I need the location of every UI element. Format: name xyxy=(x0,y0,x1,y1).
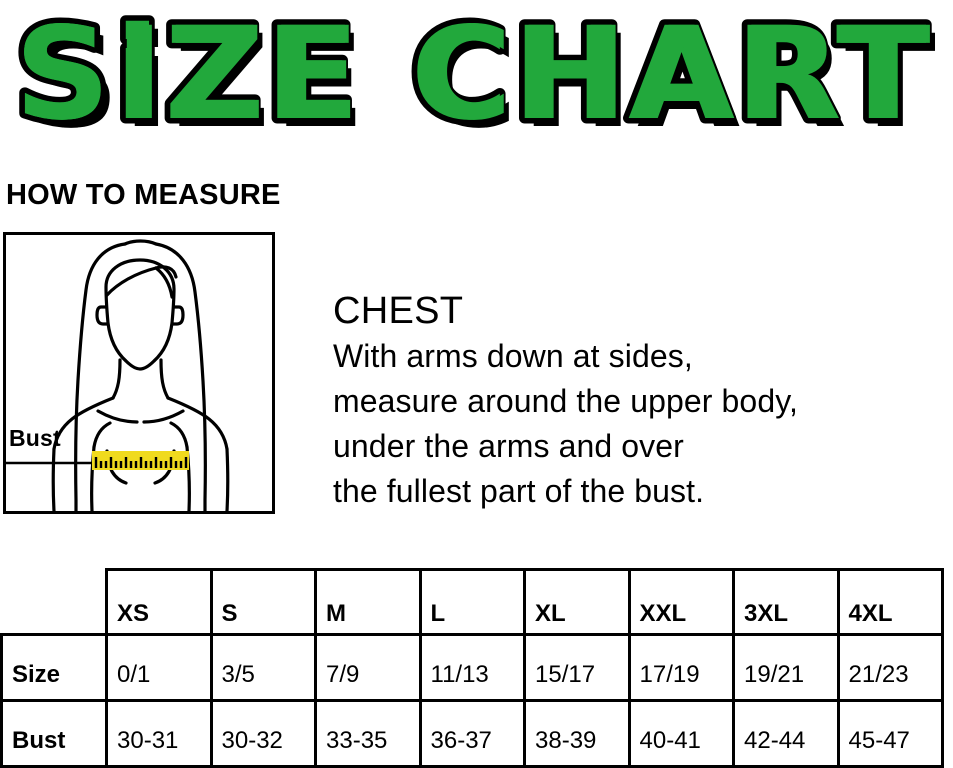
size-table-container: XS S M L XL XXL 3XL 4XL Size 0/1 3/5 7/9… xyxy=(0,568,953,768)
cell-bust-4xl: 45-47 xyxy=(836,699,944,768)
title-shadow: SiZE CHART xyxy=(24,7,940,150)
row-label-bust: Bust xyxy=(0,699,108,768)
cell-size-xs: 0/1 xyxy=(105,633,213,702)
cell-bust-m: 33-35 xyxy=(314,699,422,768)
cell-size-xxl: 17/19 xyxy=(627,633,735,702)
how-to-measure-heading: HOW TO MEASURE xyxy=(6,179,281,211)
measuring-tape-icon xyxy=(92,451,189,470)
bust-callout-label: Bust xyxy=(9,425,61,451)
column-header-xl: XL xyxy=(523,568,631,636)
column-header-m: M xyxy=(314,568,422,636)
cell-bust-l: 36-37 xyxy=(418,699,526,768)
cell-size-m: 7/9 xyxy=(314,633,422,702)
cell-bust-xl: 38-39 xyxy=(523,699,631,768)
cell-size-3xl: 19/21 xyxy=(732,633,840,702)
table-header-row: XS S M L XL XXL 3XL 4XL xyxy=(2,568,944,636)
cell-size-l: 11/13 xyxy=(418,633,526,702)
column-header-3xl: 3XL xyxy=(732,568,840,636)
table-corner-cell xyxy=(2,570,107,635)
chest-heading: CHEST xyxy=(333,290,464,332)
column-header-s: S xyxy=(209,568,317,636)
cell-bust-xs: 30-31 xyxy=(105,699,213,768)
page-title-banner: .ttl { font-family: "DejaVu Sans", sans-… xyxy=(0,0,953,150)
cell-bust-3xl: 42-44 xyxy=(732,699,840,768)
measurement-illustration-box xyxy=(3,232,275,514)
column-header-xxl: XXL xyxy=(627,568,735,636)
title-fill: SIZE CHART xyxy=(15,0,935,148)
chest-description-block: CHEST With arms down at sides, measure a… xyxy=(333,288,933,514)
column-header-xs: XS xyxy=(105,568,213,636)
chest-description-text: With arms down at sides, measure around … xyxy=(333,338,798,509)
title-outline: SiZE CHART xyxy=(15,0,931,148)
female-torso-figure-icon xyxy=(6,239,230,511)
cell-bust-s: 30-32 xyxy=(209,699,317,768)
size-table: XS S M L XL XXL 3XL 4XL Size 0/1 3/5 7/9… xyxy=(0,568,944,768)
size-chart-title-graphic: .ttl { font-family: "DejaVu Sans", sans-… xyxy=(9,0,940,150)
row-label-size: Size xyxy=(0,633,108,702)
cell-size-s: 3/5 xyxy=(209,633,317,702)
cell-size-4xl: 21/23 xyxy=(836,633,944,702)
table-row-size: Size 0/1 3/5 7/9 11/13 15/17 17/19 19/21… xyxy=(0,633,944,702)
cell-bust-xxl: 40-41 xyxy=(627,699,735,768)
column-header-4xl: 4XL xyxy=(836,568,944,636)
cell-size-xl: 15/17 xyxy=(523,633,631,702)
table-row-bust: Bust 30-31 30-32 33-35 36-37 38-39 40-41… xyxy=(0,699,944,768)
column-header-l: L xyxy=(418,568,526,636)
